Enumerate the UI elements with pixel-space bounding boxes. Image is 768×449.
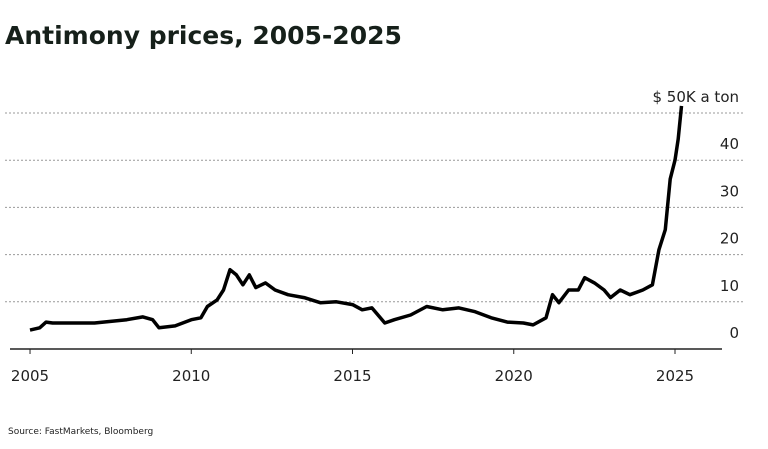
y-tick-label: 20 (720, 230, 739, 248)
y-tick-label: 40 (720, 135, 739, 153)
x-tick-label: 2020 (495, 367, 533, 385)
x-tick-label: 2005 (11, 367, 49, 385)
x-tick-label: 2025 (656, 367, 694, 385)
x-tick-label: 2015 (333, 367, 371, 385)
x-tick-label: 2010 (172, 367, 210, 385)
y-tick-label: 0 (729, 324, 739, 342)
source-note: Source: FastMarkets, Bloomberg (8, 427, 153, 437)
y-tick-label: 10 (720, 277, 739, 295)
price-line (29, 105, 684, 332)
chart-title: Antimony prices, 2005-2025 (5, 21, 402, 50)
y-tick-label: 30 (720, 182, 739, 200)
y-tick-label: $ 50K a ton (652, 88, 739, 106)
